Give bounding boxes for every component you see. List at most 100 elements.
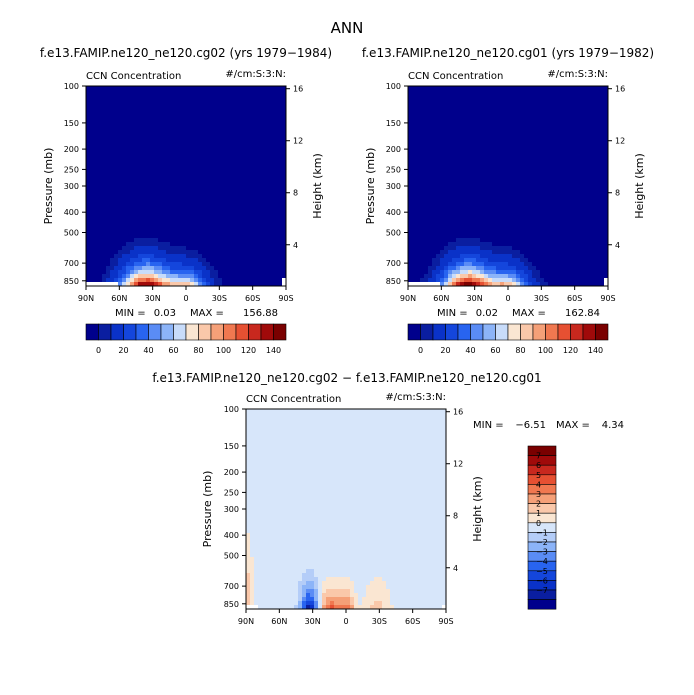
field-cell — [90, 86, 95, 91]
field-cell — [472, 142, 477, 147]
field-cell — [154, 162, 159, 167]
field-cell — [98, 262, 103, 267]
field-cell — [110, 162, 115, 167]
field-cell — [242, 122, 247, 127]
field-cell — [182, 94, 187, 99]
field-cell — [576, 174, 581, 179]
field-cell — [106, 262, 111, 267]
field-cell — [556, 138, 561, 143]
field-cell — [86, 154, 91, 159]
field-cell — [270, 170, 275, 175]
field-cell — [560, 106, 565, 111]
field-cell — [186, 174, 191, 179]
field-cell — [460, 166, 465, 171]
field-cell — [162, 254, 167, 259]
field-cell — [432, 218, 437, 223]
field-cell — [158, 146, 163, 151]
field-cell — [214, 142, 219, 147]
field-cell — [198, 138, 203, 143]
field-cell — [604, 186, 609, 191]
field-cell — [440, 122, 445, 127]
field-cell — [270, 210, 275, 215]
field-cell — [218, 210, 223, 215]
field-cell — [262, 182, 267, 187]
field-cell — [456, 202, 461, 207]
field-cell — [194, 198, 199, 203]
field-cell — [568, 238, 573, 243]
field-cell — [198, 242, 203, 247]
field-cell — [464, 86, 469, 91]
field-cell — [198, 214, 203, 219]
field-cell — [182, 150, 187, 155]
field-cell — [106, 190, 111, 195]
field-cell — [170, 110, 175, 115]
field-cell — [504, 242, 509, 247]
field-cell — [516, 86, 521, 91]
field-cell — [584, 90, 589, 95]
field-cell — [580, 214, 585, 219]
field-cell — [548, 270, 553, 275]
field-cell — [150, 254, 155, 259]
field-cell — [142, 90, 147, 95]
field-cell — [508, 210, 513, 215]
field-cell — [496, 214, 501, 219]
field-cell — [464, 246, 469, 251]
field-cell — [548, 190, 553, 195]
field-cell — [488, 86, 493, 91]
field-cell — [202, 222, 207, 227]
field-cell — [254, 170, 259, 175]
field-cell — [214, 170, 219, 175]
field-cell — [150, 266, 155, 271]
field-cell — [94, 126, 99, 131]
field-cell — [428, 258, 433, 263]
field-cell — [488, 214, 493, 219]
field-cell — [142, 262, 147, 267]
field-cell — [150, 162, 155, 167]
field-cell — [238, 190, 243, 195]
field-cell — [266, 170, 271, 175]
field-cell — [496, 218, 501, 223]
field-cell — [544, 250, 549, 255]
field-cell — [274, 134, 279, 139]
field-cell — [162, 186, 167, 191]
field-cell — [552, 194, 557, 199]
field-cell — [282, 214, 287, 219]
field-cell — [476, 102, 481, 107]
field-cell — [548, 98, 553, 103]
field-cell — [468, 186, 473, 191]
field-cell — [504, 134, 509, 139]
field-cell — [194, 126, 199, 131]
field-cell — [600, 182, 605, 187]
field-cell — [142, 210, 147, 215]
field-cell — [186, 258, 191, 263]
field-cell — [134, 210, 139, 215]
field-cell — [544, 206, 549, 211]
field-cell — [408, 138, 413, 143]
field-cell — [572, 202, 577, 207]
field-cell — [420, 142, 425, 147]
field-cell — [202, 110, 207, 115]
field-cell — [194, 158, 199, 163]
field-cell — [580, 142, 585, 147]
field-cell — [238, 282, 243, 287]
field-cell — [246, 182, 251, 187]
field-cell — [134, 86, 139, 91]
field-cell — [110, 126, 115, 131]
field-cell — [596, 262, 601, 267]
field-cell — [122, 218, 127, 223]
field-cell — [178, 174, 183, 179]
field-cell — [476, 210, 481, 215]
colorbar-tick-label: 60 — [168, 346, 178, 355]
field-cell — [584, 158, 589, 163]
field-cell — [262, 162, 267, 167]
field-cell — [230, 114, 235, 119]
field-cell — [516, 230, 521, 235]
field-cell — [138, 98, 143, 103]
field-cell — [154, 190, 159, 195]
field-cell — [444, 274, 449, 279]
field-cell — [238, 222, 243, 227]
field-cell — [516, 138, 521, 143]
field-cell — [524, 162, 529, 167]
field-cell — [460, 114, 465, 119]
field-cell — [528, 226, 533, 231]
